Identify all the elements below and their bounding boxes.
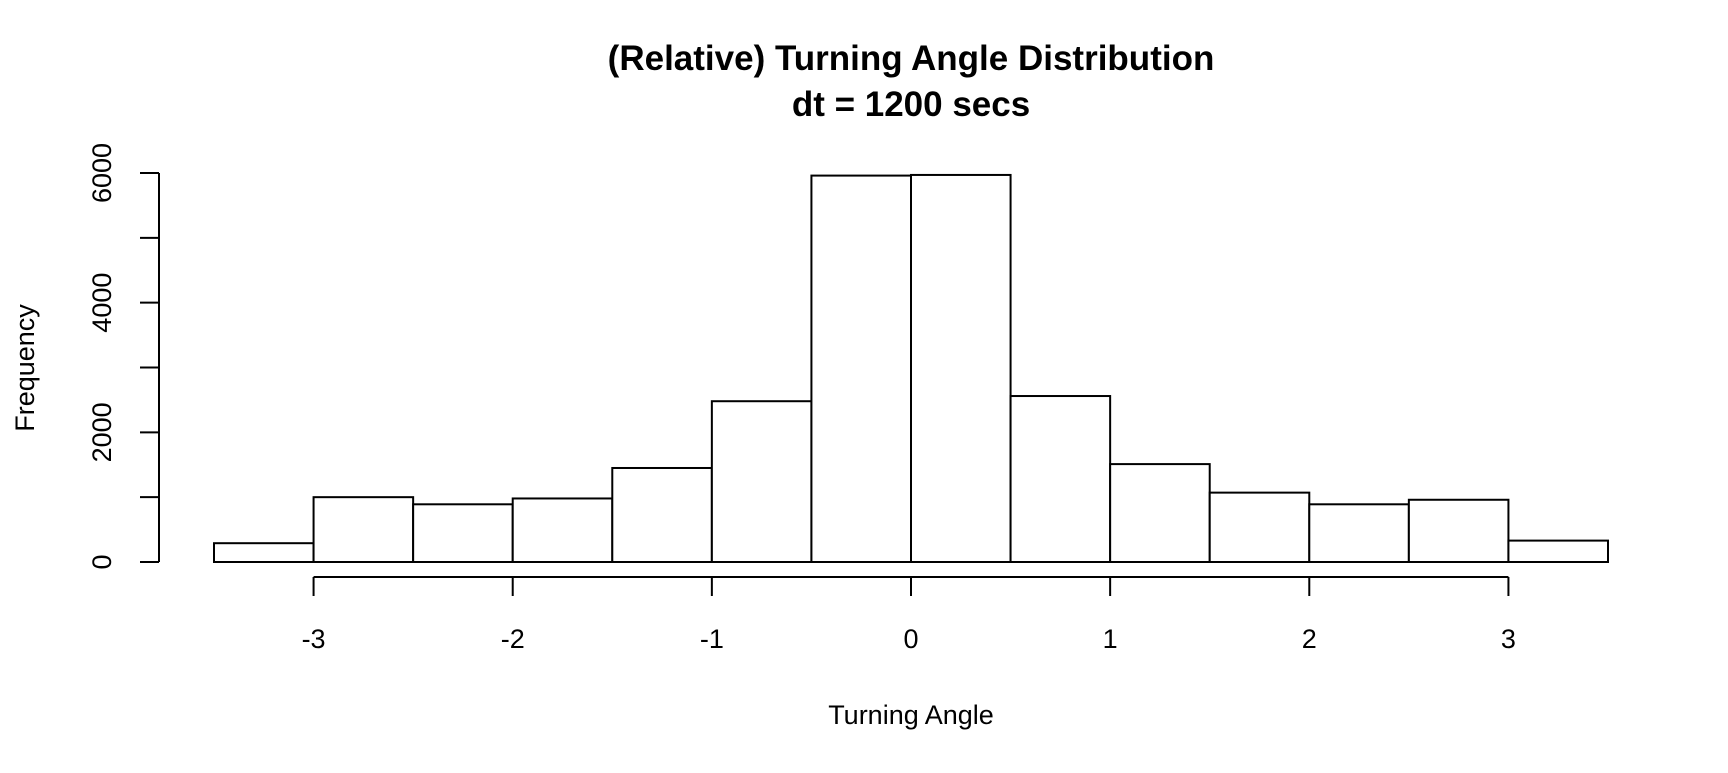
histogram-bar [312,496,415,563]
x-tick-label: -1 [700,624,724,654]
x-tick-label: 0 [903,624,918,654]
y-tick-label: 0 [87,554,117,569]
histogram-bar [511,497,614,564]
histogram-bar [1308,503,1410,564]
histogram-bar [910,173,1012,563]
bars-layer [213,173,1610,564]
histogram-bar [710,400,813,564]
histogram-bar [1507,539,1610,563]
histogram-bar [412,503,514,564]
y-axis-label: Frequency [10,304,40,432]
y-tick-label: 2000 [87,402,117,462]
chart-title: (Relative) Turning Angle Distribution [608,39,1215,78]
x-tick-label: -3 [302,624,326,654]
histogram-bar [213,542,315,563]
x-tick-label: 1 [1103,624,1118,654]
x-tick-label: -2 [501,624,525,654]
y-tick-label: 4000 [87,273,117,333]
histogram-bar [611,466,713,563]
histogram-bar [1009,395,1112,563]
x-tick-label: 3 [1501,624,1516,654]
histogram-bar [1208,491,1311,563]
chart-subtitle: dt = 1200 secs [792,85,1030,124]
histogram-bar [810,174,913,564]
histogram-bar [1109,463,1211,563]
y-axis: 0 2000 4000 6000 [87,143,160,570]
x-tick-label: 2 [1302,624,1317,654]
x-axis: -3 -2 -1 0 1 2 3 [302,576,1516,654]
y-tick-label: 6000 [87,143,117,203]
histogram-bar [1407,498,1510,564]
x-axis-label: Turning Angle [828,700,994,730]
